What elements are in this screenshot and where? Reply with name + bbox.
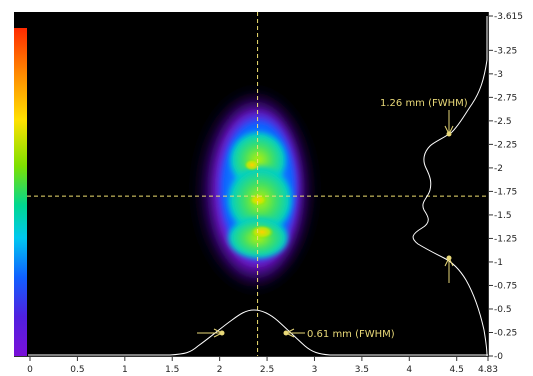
fwhm-marker-right — [283, 330, 289, 336]
y-tick-label: -3 — [494, 70, 503, 80]
x-tick-label: 3 — [312, 365, 318, 375]
beam-spot — [187, 78, 323, 302]
x-tick-label: 0 — [27, 365, 33, 375]
fwhm-marker-top — [446, 131, 452, 137]
x-tick-label: 0.5 — [70, 365, 84, 375]
y-tick-label: -1 — [494, 258, 503, 268]
x-tick-label: 2 — [217, 365, 223, 375]
x-tick-label: 3.5 — [355, 365, 369, 375]
crosshair[interactable] — [27, 12, 488, 356]
x-tick-label: 4.83 — [478, 365, 498, 375]
y-tick-label: -2 — [494, 164, 503, 174]
x-tick-label: 1 — [122, 365, 128, 375]
y-tick-label: -1.5 — [494, 211, 512, 221]
y-tick-label: -0.75 — [494, 281, 517, 291]
x-tick-label: 4 — [406, 365, 412, 375]
color-scale-bar — [14, 28, 27, 356]
x-tick-label: 4.5 — [450, 365, 464, 375]
y-tick-label: -1.75 — [494, 187, 517, 197]
vertical-profile: 1.26 mm (FWHM) — [380, 16, 488, 357]
y-axis-ticks: -3.615 -3.25 -3 -2.75 -2.5 -2.25 -2 -1.75 -1.5 -1… — [488, 12, 523, 362]
x-tick-label: 2.5 — [260, 365, 274, 375]
y-tick-label: -0.25 — [494, 328, 517, 338]
fwhm-marker-bottom — [446, 255, 452, 261]
x-axis-ticks: 0 0.5 1 1.5 2 2.5 3 3.5 4 4.5 4.83 — [27, 356, 498, 375]
vertical-fwhm-label: 1.26 mm (FWHM) — [380, 98, 468, 109]
y-tick-label: -3.25 — [494, 46, 517, 56]
horizontal-fwhm-label: 0.61 mm (FWHM) — [307, 329, 395, 340]
horizontal-profile: 0.61 mm (FWHM) — [28, 309, 488, 356]
y-tick-label: -2.75 — [494, 93, 517, 103]
y-tick-label: -1.25 — [494, 234, 517, 244]
y-tick-label: -2.25 — [494, 140, 517, 150]
y-tick-label: -0 — [494, 352, 503, 362]
horizontal-profile-curve — [28, 309, 488, 356]
y-tick-label: -2.5 — [494, 117, 512, 127]
fwhm-marker-left — [219, 330, 225, 336]
y-tick-label: -3.615 — [494, 12, 523, 22]
vertical-profile-curve — [412, 16, 488, 357]
x-tick-label: 1.5 — [165, 365, 179, 375]
y-tick-label: -0.5 — [494, 305, 512, 315]
